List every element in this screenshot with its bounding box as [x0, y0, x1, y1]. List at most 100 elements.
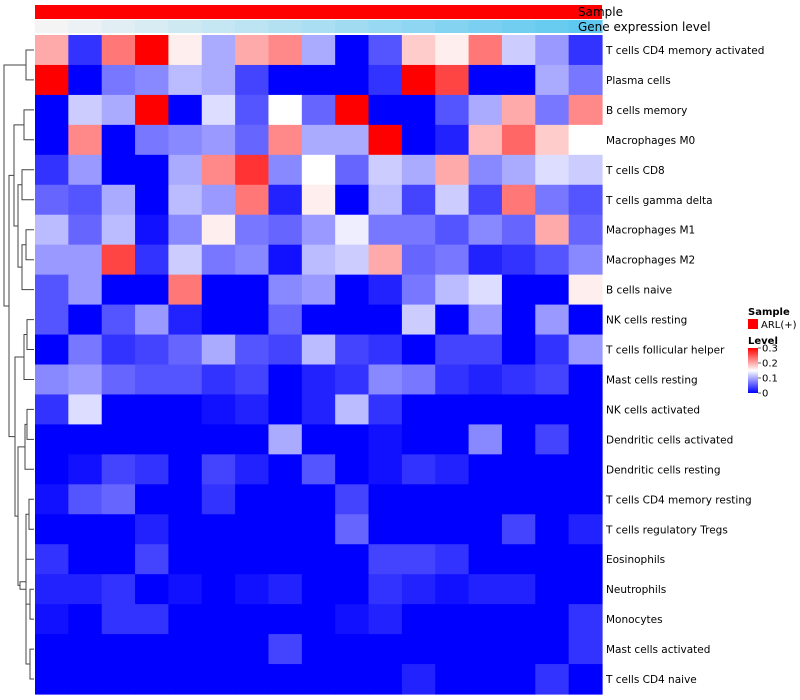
heatmap-cell: [368, 514, 403, 545]
column-annotation-bars: [35, 5, 603, 33]
heatmap-cell: [501, 424, 536, 455]
heatmap-cell: [201, 454, 236, 485]
heatmap-cell: [568, 244, 603, 276]
heatmap-cell: [435, 274, 470, 306]
heatmap-cell: [468, 214, 503, 246]
heatmap-cell: [35, 394, 69, 425]
row-label: Mast cells activated: [606, 644, 710, 656]
heatmap-cell: [468, 334, 503, 366]
heatmap-cell: [568, 304, 603, 336]
heatmap-cell: [135, 424, 170, 455]
legend-tick-label: 0.3: [762, 344, 778, 355]
dendrogram-branch: [17, 446, 25, 586]
heatmap-cell: [68, 424, 103, 455]
heatmap-cell: [301, 334, 336, 366]
heatmap-cell: [435, 124, 470, 156]
heatmap-cell: [368, 574, 403, 605]
heatmap-cell: [268, 604, 303, 635]
heatmap-cell: [235, 94, 270, 126]
heatmap-cell: [268, 64, 303, 96]
heatmap-cell: [568, 424, 603, 455]
heatmap-cell: [135, 154, 170, 186]
heatmap-cell: [235, 544, 270, 575]
annotation-cell-gene-expression: [368, 20, 403, 33]
heatmap-cell: [301, 64, 336, 96]
heatmap-cell: [401, 514, 436, 545]
heatmap-cell: [501, 394, 536, 425]
heatmap-cell: [301, 184, 336, 216]
heatmap-cell: [568, 274, 603, 306]
row-label: T cells follicular helper: [605, 345, 725, 357]
heatmap-cell: [435, 634, 470, 665]
heatmap-cell: [501, 124, 536, 156]
heatmap-cell: [68, 484, 103, 515]
heatmap-cell: [401, 124, 436, 156]
heatmap-cell: [535, 514, 570, 545]
heatmap-cell: [501, 664, 536, 695]
heatmap-cell: [168, 514, 203, 545]
heatmap-cell: [35, 514, 69, 545]
heatmap-cell: [335, 94, 370, 126]
heatmap-cell: [401, 424, 436, 455]
heatmap-cell: [435, 484, 470, 515]
heatmap-cell: [301, 364, 336, 396]
heatmap-cell: [335, 154, 370, 186]
heatmap-cell: [435, 184, 470, 216]
heatmap-cell: [35, 574, 69, 605]
heatmap-cell: [268, 394, 303, 425]
heatmap-cell: [435, 664, 470, 695]
heatmap-cell: [268, 484, 303, 515]
row-label: Dendritic cells resting: [606, 464, 721, 476]
heatmap-cell: [168, 604, 203, 635]
heatmap-cell: [101, 64, 136, 96]
annotation-cell-gene-expression: [35, 20, 69, 33]
heatmap-cell: [101, 454, 136, 485]
heatmap-cell: [535, 304, 570, 336]
heatmap-cell: [268, 574, 303, 605]
heatmap-cell: [268, 544, 303, 575]
heatmap-cell: [401, 244, 436, 276]
heatmap-cell: [468, 94, 503, 126]
heatmap-cell: [335, 544, 370, 575]
heatmap-cell: [301, 604, 336, 635]
heatmap-cell: [401, 484, 436, 515]
heatmap-cell: [301, 634, 336, 665]
heatmap-cell: [368, 634, 403, 665]
heatmap-cell: [301, 484, 336, 515]
heatmap-cell: [101, 334, 136, 366]
heatmap-cell: [368, 544, 403, 575]
heatmap-cell: [435, 574, 470, 605]
heatmap-cell: [568, 94, 603, 126]
heatmap-cell: [535, 394, 570, 425]
heatmap-cell: [235, 334, 270, 366]
heatmap-cell: [468, 244, 503, 276]
annotation-cell-gene-expression: [168, 20, 203, 33]
heatmap-cell: [535, 424, 570, 455]
heatmap-cell: [201, 664, 236, 695]
heatmap-cell: [235, 364, 270, 396]
heatmap-cell: [335, 484, 370, 515]
heatmap-cell: [401, 394, 436, 425]
row-label: T cells CD8: [605, 165, 665, 177]
annotation-cell-gene-expression: [501, 20, 536, 33]
heatmap-cell: [501, 304, 536, 336]
row-label: Neutrophils: [606, 584, 666, 596]
heatmap-cell: [168, 574, 203, 605]
legend-level-colorbar: [748, 348, 758, 393]
heatmap-cell: [201, 604, 236, 635]
heatmap-cell: [68, 514, 103, 545]
heatmap-cell: [435, 394, 470, 425]
heatmap-cell: [268, 454, 303, 485]
heatmap-cell: [168, 154, 203, 186]
heatmap-cell: [568, 334, 603, 366]
heatmap-cell: [201, 574, 236, 605]
heatmap-cell: [468, 64, 503, 96]
heatmap-cell: [335, 634, 370, 665]
heatmap-cell: [535, 274, 570, 306]
heatmap-cell: [268, 424, 303, 455]
heatmap-cell: [435, 304, 470, 336]
heatmap-cell: [68, 604, 103, 635]
heatmap-cell: [35, 544, 69, 575]
heatmap-cell: [68, 64, 103, 96]
heatmap-cell: [468, 454, 503, 485]
